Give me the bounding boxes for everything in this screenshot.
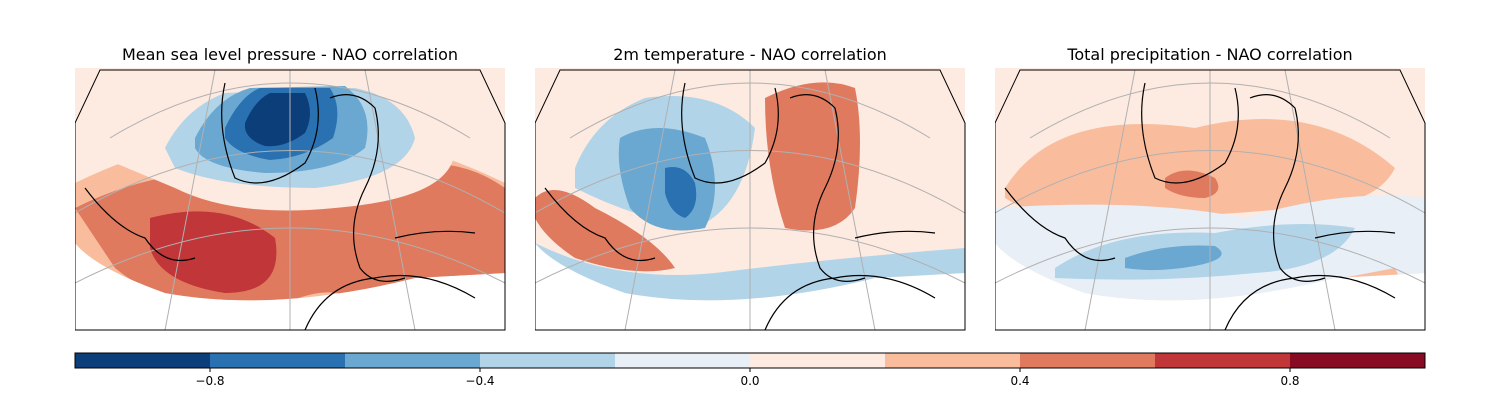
coastline — [544, 82, 936, 331]
panel-title-t2m: 2m temperature - NAO correlation — [613, 45, 887, 64]
contour-region — [245, 93, 310, 147]
colorbar-tick-label: −0.4 — [465, 374, 494, 388]
graticule — [75, 69, 506, 331]
colorbar-segment — [210, 353, 346, 368]
contour-region — [665, 167, 697, 218]
colorbar-segment — [750, 353, 886, 368]
panel-title-mslp: Mean sea level pressure - NAO correlatio… — [121, 45, 459, 64]
contour-region — [765, 82, 860, 231]
graticule — [535, 69, 966, 331]
contour-region — [1125, 245, 1222, 271]
map-precip — [995, 68, 1426, 331]
colorbar-segment — [480, 353, 616, 368]
map-mslp — [75, 68, 506, 331]
coastline — [84, 82, 476, 331]
graticule — [995, 69, 1426, 331]
contour-region — [150, 211, 277, 293]
colorbar-tick-label: −0.8 — [195, 374, 224, 388]
contour-region — [1165, 170, 1219, 198]
colorbar-segment — [345, 353, 481, 368]
map-t2m — [535, 68, 966, 331]
map-frame — [75, 69, 506, 331]
colorbar-tick-label: 0.8 — [1280, 374, 1299, 388]
map-frame — [535, 69, 966, 331]
colorbar-tick-label: 0.4 — [1010, 374, 1029, 388]
colorbar-segment — [1020, 353, 1156, 368]
colorbar-segment — [1290, 353, 1426, 368]
panel-title-precip: Total precipitation - NAO correlation — [1067, 45, 1353, 64]
colorbar-segment — [885, 353, 1021, 368]
colorbar: −0.8 −0.4 0.0 0.4 0.8 — [74, 352, 1426, 388]
colorbar-tick-label: 0.0 — [740, 374, 759, 388]
colorbar-segment — [1155, 353, 1291, 368]
colorbar-segment — [75, 353, 211, 368]
colorbar-segment — [615, 353, 751, 368]
map-frame — [995, 69, 1426, 331]
coastline — [1004, 82, 1396, 331]
